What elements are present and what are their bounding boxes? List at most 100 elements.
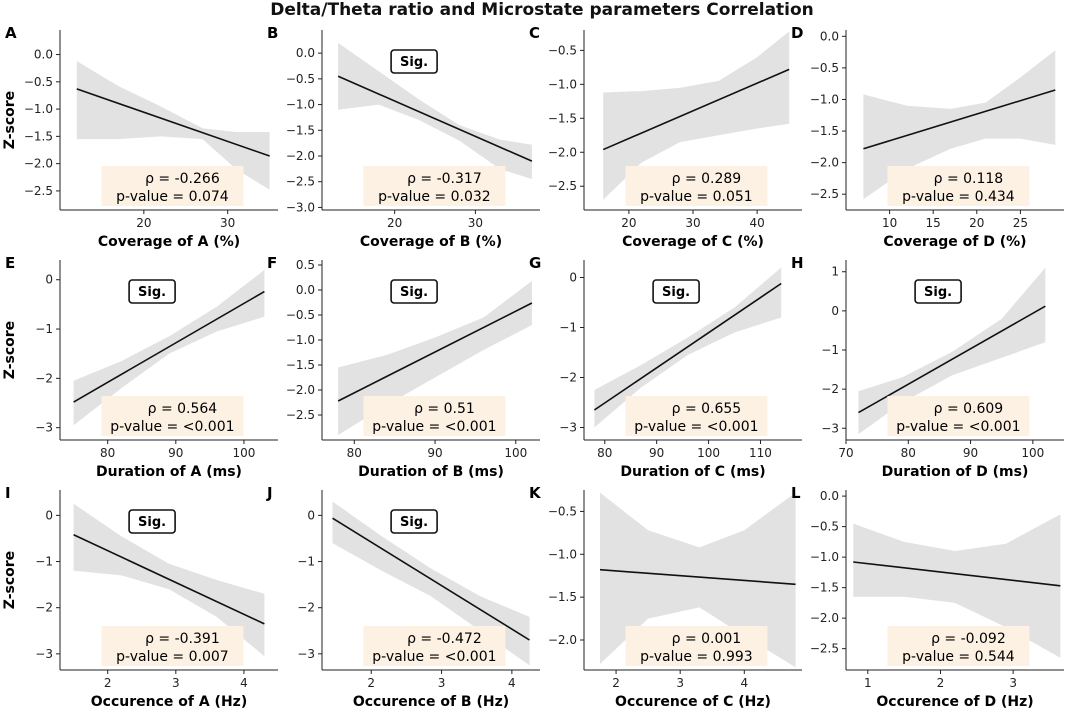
sig-badge <box>128 509 176 534</box>
x-tick-label: 3 <box>172 676 180 690</box>
y-tick-label: −1 <box>821 343 839 357</box>
stats-p-value: p-value = 0.007 <box>116 649 229 665</box>
stats-rho: ρ = -0.266 <box>145 171 220 187</box>
y-tick-label: −2.5 <box>286 175 315 189</box>
stats-box <box>625 166 768 206</box>
x-tick-label: 3 <box>676 676 684 690</box>
stats-rho: ρ = 0.564 <box>148 401 218 417</box>
stats-p-value: p-value = 0.544 <box>902 649 1015 665</box>
y-tick-label: −1.5 <box>286 358 315 372</box>
panel-letter: J <box>266 484 273 502</box>
stats-box <box>363 626 506 666</box>
regression-line <box>599 568 796 586</box>
y-tick-label: −2 <box>297 601 315 615</box>
stats-rho: ρ = -0.391 <box>145 631 220 647</box>
stats-rho: ρ = 0.51 <box>414 401 475 417</box>
y-tick-label: −3 <box>559 421 577 435</box>
confidence-band <box>863 50 1056 200</box>
x-tick-label: 100 <box>697 446 720 460</box>
y-tick-label: −1.5 <box>810 124 839 138</box>
stats-p-value: p-value = 0.051 <box>640 189 753 205</box>
stats-p-value: p-value = <0.001 <box>110 419 234 435</box>
y-tick-label: 0 <box>307 508 315 522</box>
panel-f: 0.5 0.0 −0.5 −1.0 −1.5 −2.0 −2.5 80 90 100Duratio… <box>267 254 540 480</box>
regression-line <box>337 75 533 162</box>
panel-letter: D <box>791 24 803 42</box>
x-tick-label: 90 <box>963 446 978 460</box>
panel-letter: H <box>791 254 804 272</box>
y-tick-label: 0.0 <box>820 29 839 43</box>
panel-letter: B <box>267 24 278 42</box>
y-tick-label: −1 <box>559 321 577 335</box>
x-tick-label: 90 <box>649 446 664 460</box>
x-axis-label: Occurence of D (Hz) <box>876 694 1033 710</box>
panel-letter: F <box>267 254 277 272</box>
stats-p-value: p-value = 0.032 <box>378 189 491 205</box>
x-tick-label: 80 <box>597 446 612 460</box>
x-tick-label: 20 <box>387 216 402 230</box>
x-axis-label: Occurence of B (Hz) <box>353 694 509 710</box>
x-axis-label: Coverage of D (%) <box>883 234 1026 250</box>
sig-badge <box>390 509 438 534</box>
stats-p-value: p-value = 0.434 <box>902 189 1015 205</box>
regression-line <box>602 68 790 151</box>
y-tick-label: −1.5 <box>810 581 839 595</box>
regression-line <box>73 534 265 625</box>
y-tick-label: −1 <box>297 555 315 569</box>
panel-letter: E <box>5 254 15 272</box>
sig-badge <box>914 279 962 304</box>
x-tick-label: 30 <box>685 216 700 230</box>
x-tick-label: 1 <box>864 676 872 690</box>
x-tick-label: 4 <box>240 676 248 690</box>
x-axis-label: Coverage of A (%) <box>98 234 240 250</box>
x-axis-label: Coverage of B (%) <box>360 234 502 250</box>
stats-rho: ρ = -0.472 <box>407 631 482 647</box>
y-tick-label: −1.0 <box>286 98 315 112</box>
regression-line <box>853 561 1061 587</box>
sig-label: Sig. <box>400 55 428 70</box>
stats-rho: ρ = 0.289 <box>672 171 742 187</box>
y-tick-label: −2.0 <box>548 633 577 647</box>
y-tick-label: 0 <box>45 508 53 522</box>
y-tick-label: −1.0 <box>548 77 577 91</box>
y-tick-label: −0.5 <box>24 75 53 89</box>
confidence-band <box>600 492 796 668</box>
sig-label: Sig. <box>924 285 952 300</box>
confidence-band <box>603 31 790 200</box>
stats-rho: ρ = 0.609 <box>934 401 1004 417</box>
panel-letter: I <box>5 484 11 502</box>
stats-box <box>625 626 768 666</box>
y-tick-label: −3 <box>35 647 53 661</box>
x-tick-label: 100 <box>232 446 255 460</box>
stats-box <box>887 166 1030 206</box>
y-tick-label: 0 <box>569 271 577 285</box>
y-tick-label: −2.0 <box>286 383 315 397</box>
panel-h: 1 0 −1 −2 −3 70 80 90 100 Duration of D (ms) Hρ = … <box>791 254 1064 480</box>
y-tick-label: −2.0 <box>286 149 315 163</box>
y-tick-label: −2.0 <box>24 157 53 171</box>
panel-letter: G <box>529 254 541 272</box>
x-axis-label: Duration of D (ms) <box>882 464 1029 480</box>
x-tick-label: 70 <box>838 446 853 460</box>
x-tick-label: 25 <box>1013 216 1028 230</box>
x-tick-label: 2 <box>937 676 945 690</box>
x-tick-label: 20 <box>621 216 636 230</box>
y-tick-label: 0.0 <box>296 46 315 60</box>
y-tick-label: 0 <box>45 273 53 287</box>
y-axis-label: Z-score <box>2 321 18 379</box>
panel-letter: K <box>529 484 542 502</box>
regression-line <box>863 89 1056 150</box>
y-tick-label: −1.0 <box>286 333 315 347</box>
y-tick-label: −1.5 <box>548 590 577 604</box>
stats-p-value: p-value = 0.074 <box>116 189 229 205</box>
stats-p-value: p-value = <0.001 <box>372 419 496 435</box>
y-tick-label: −1 <box>35 322 53 336</box>
y-tick-label: −1.5 <box>24 129 53 143</box>
y-tick-label: −2 <box>35 371 53 385</box>
x-tick-label: 2 <box>104 676 112 690</box>
y-tick-label: −3 <box>821 421 839 435</box>
y-tick-label: −2 <box>559 371 577 385</box>
regression-line <box>76 88 270 157</box>
y-tick-label: −1 <box>35 555 53 569</box>
